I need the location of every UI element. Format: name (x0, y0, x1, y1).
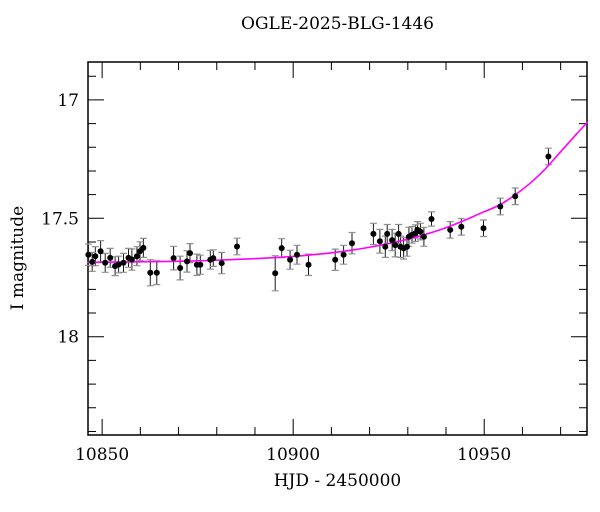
data-point (92, 253, 99, 260)
model-curve (87, 121, 588, 264)
data-point (97, 248, 104, 255)
x-tick-label: 10900 (266, 445, 320, 465)
y-tick-label: 17.5 (41, 209, 79, 229)
data-point (107, 254, 114, 261)
data-point (305, 261, 312, 268)
data-point (115, 261, 122, 268)
data-point (294, 251, 300, 258)
data-point (395, 230, 402, 237)
data-point (389, 237, 396, 244)
data-point (545, 153, 552, 160)
data-point (480, 225, 487, 232)
x-tick-label: 10950 (457, 445, 511, 465)
chart-title: OGLE-2025-BLG-1446 (241, 14, 434, 34)
data-point (512, 193, 519, 200)
data-point (458, 223, 465, 230)
data-point (428, 216, 435, 222)
data-point (153, 269, 160, 276)
data-point (85, 251, 92, 258)
data-point (376, 238, 383, 245)
data-point (187, 250, 193, 257)
data-point (147, 269, 154, 276)
data-point (197, 261, 204, 268)
data-point (89, 258, 96, 265)
data-point (420, 233, 427, 240)
error-bars (87, 148, 549, 291)
data-point (234, 243, 240, 250)
data-point (120, 259, 127, 266)
data-point (287, 256, 294, 263)
x-tick-label: 10850 (75, 445, 129, 465)
data-point (184, 258, 190, 265)
data-point (382, 243, 389, 250)
x-axis-label: HJD - 2450000 (273, 471, 402, 491)
error-bar-caps (84, 147, 552, 292)
y-tick-label: 17 (57, 91, 79, 111)
data-point (102, 259, 109, 266)
data-point (384, 230, 391, 237)
data-point (210, 255, 217, 262)
data-point (177, 265, 184, 271)
data-point (170, 255, 177, 262)
data-point (370, 230, 377, 237)
data-point (133, 253, 140, 260)
data-point (128, 256, 135, 263)
data-point (278, 245, 285, 252)
data-point (447, 226, 454, 233)
data-point (140, 244, 147, 251)
axis-ticks (88, 62, 587, 435)
data-point (340, 251, 347, 258)
data-point (332, 256, 339, 263)
data-point (404, 243, 410, 250)
data-point (218, 260, 225, 267)
y-tick-label: 18 (57, 328, 79, 348)
data-point (497, 203, 504, 210)
data-point (349, 240, 355, 247)
data-point (392, 242, 399, 249)
data-point (417, 228, 424, 235)
data-point (272, 270, 279, 277)
